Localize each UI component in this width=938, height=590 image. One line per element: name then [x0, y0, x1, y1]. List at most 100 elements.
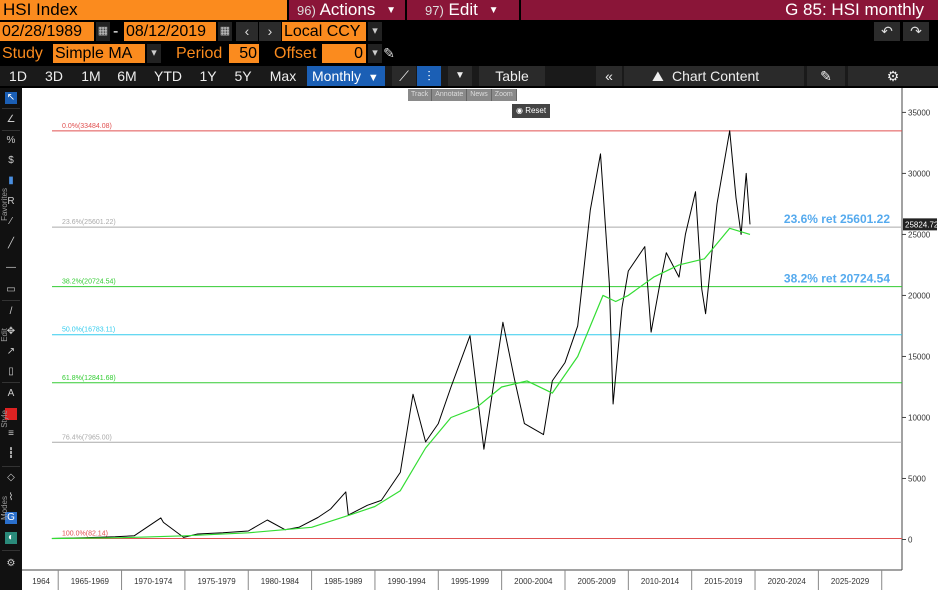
- chart-content-label: Chart Content: [672, 68, 760, 84]
- news-option[interactable]: News: [467, 89, 492, 101]
- chart-content-button[interactable]: ⛰ Chart Content: [624, 66, 804, 86]
- offset-label: Offset: [274, 45, 317, 62]
- chevron-left-icon[interactable]: ‹: [236, 22, 258, 41]
- retracement-icon[interactable]: R: [7, 196, 15, 207]
- plot-background: [22, 88, 938, 590]
- range-6m-button[interactable]: 6M: [117, 68, 137, 84]
- eraser-icon[interactable]: ◇: [7, 472, 15, 483]
- track-option[interactable]: Track: [408, 89, 433, 101]
- collapse-icon[interactable]: «: [596, 66, 622, 86]
- edit-chart-icon[interactable]: ✎: [807, 66, 845, 86]
- line-chart-icon[interactable]: ⟋: [392, 66, 416, 86]
- end-date-field[interactable]: 08/12/2019: [124, 22, 216, 41]
- chart-title: G 85: HSI monthly: [521, 0, 938, 20]
- annotate-option[interactable]: Annotate: [432, 89, 468, 101]
- actions-menu[interactable]: 96) Actions ▼: [289, 0, 405, 20]
- security-field[interactable]: HSI Index: [0, 0, 287, 20]
- x-tick-label: 2015-2019: [704, 577, 743, 586]
- percent-icon[interactable]: %: [6, 135, 16, 146]
- dollar-icon[interactable]: $: [8, 155, 14, 166]
- zoom-option[interactable]: Zoom: [492, 89, 517, 101]
- chart-content-icon: ⛰: [652, 68, 664, 84]
- range-5y-button[interactable]: 5Y: [234, 68, 252, 84]
- undo-icon[interactable]: ↶: [874, 22, 900, 41]
- move-icon[interactable]: ✥: [6, 326, 16, 337]
- chevron-right-icon[interactable]: ›: [259, 22, 281, 41]
- range-ytd-button[interactable]: YTD: [154, 68, 182, 84]
- edit-side-label: Edit: [0, 328, 9, 342]
- pencil-icon[interactable]: ✎: [383, 45, 395, 61]
- frequency-select[interactable]: Monthly ▼: [307, 66, 385, 86]
- x-tick-label: 1965-1969: [71, 577, 110, 586]
- price-line: [51, 130, 751, 539]
- bar-chart-icon[interactable]: ⫶: [417, 66, 441, 86]
- table-button[interactable]: Table: [479, 66, 545, 86]
- date-separator: -: [113, 23, 119, 40]
- calendar-icon[interactable]: ▦: [96, 22, 110, 41]
- settings-gear-icon[interactable]: ⚙: [848, 66, 938, 86]
- redo-icon[interactable]: ↷: [903, 22, 929, 41]
- currency-select[interactable]: Local CCY: [282, 22, 366, 41]
- chevron-down-icon[interactable]: ▼: [448, 66, 472, 86]
- y-tick-label: 15000: [908, 352, 931, 361]
- chevron-down-icon: ▼: [386, 5, 396, 16]
- chevron-down-icon[interactable]: ▾: [368, 22, 382, 41]
- mode-icon[interactable]: ◐: [5, 532, 17, 544]
- x-tick-label: 1985-1989: [324, 577, 363, 586]
- start-date-field[interactable]: 02/28/1989: [0, 22, 94, 41]
- fib-level-label: 0.0%(33484.08): [62, 123, 112, 130]
- range-1m-button[interactable]: 1M: [81, 68, 101, 84]
- x-tick-label: 2010-2014: [641, 577, 680, 586]
- chart-tool-icon[interactable]: ▮: [8, 175, 14, 186]
- text-icon[interactable]: A: [7, 388, 15, 399]
- g-mode-icon[interactable]: G: [5, 512, 17, 524]
- line-style-icon[interactable]: ┇: [7, 448, 15, 459]
- y-tick-label: 25000: [908, 230, 931, 239]
- x-tick-label: 1975-1979: [197, 577, 236, 586]
- x-tick-label: 2025-2029: [831, 577, 870, 586]
- settings-gear-icon[interactable]: ⚙: [6, 558, 16, 569]
- magnet-icon[interactable]: ⌇: [8, 492, 14, 503]
- color-swatch-icon[interactable]: [5, 408, 17, 420]
- calendar-icon[interactable]: ▦: [218, 22, 232, 41]
- favorites-label: Favorites: [0, 188, 9, 221]
- rectangle-icon[interactable]: ▭: [6, 284, 16, 295]
- actions-number: 96): [297, 3, 316, 18]
- title-bar: HSI Index 96) Actions ▼ 97) Edit ▼ G 85:…: [0, 0, 938, 20]
- study-select[interactable]: Simple MA: [53, 44, 145, 63]
- chart-area[interactable]: 0 5000 10000 15000 20000 25000 30000 35000 1964 1…: [22, 88, 938, 590]
- y-tick-label: 5000: [908, 474, 926, 483]
- line-tool-icon[interactable]: ╱: [7, 238, 15, 249]
- range-3d-button[interactable]: 3D: [45, 68, 63, 84]
- pen-icon[interactable]: /: [9, 306, 13, 317]
- retracement-label: 38.2% ret 20724.54: [784, 272, 890, 286]
- line-weight-icon[interactable]: ≡: [8, 428, 14, 439]
- moving-average-line: [51, 227, 751, 540]
- period-input[interactable]: 50: [229, 44, 259, 63]
- modes-label: Modes: [0, 496, 9, 521]
- fib-level-label: 100.0%(82.14): [62, 530, 108, 537]
- cursor-icon[interactable]: ↖: [5, 92, 17, 104]
- range-max-button[interactable]: Max: [269, 68, 297, 84]
- x-tick-label: 2020-2024: [768, 577, 807, 586]
- fib-level-label: 61.8%(12841.68): [62, 375, 116, 382]
- edit-menu[interactable]: 97) Edit ▼: [407, 0, 519, 20]
- chevron-down-icon[interactable]: ▾: [368, 44, 382, 63]
- range-1y-button[interactable]: 1Y: [199, 68, 217, 84]
- offset-input[interactable]: 0: [322, 44, 366, 63]
- trendline-icon[interactable]: ∠: [6, 114, 16, 125]
- range-1d-button[interactable]: 1D: [9, 68, 27, 84]
- frequency-label: Monthly: [312, 68, 362, 84]
- hline-icon[interactable]: —: [6, 262, 16, 273]
- chevron-down-icon[interactable]: ▾: [147, 44, 161, 63]
- brush-icon[interactable]: ⁄: [10, 216, 12, 227]
- reset-button[interactable]: ◉ Reset: [512, 104, 551, 118]
- study-row: Study Simple MA ▾ Period 50 Offset 0 ▾ ✎: [0, 44, 938, 64]
- edit-label: Edit: [448, 0, 478, 19]
- select-icon[interactable]: ↗: [6, 346, 16, 357]
- price-chart[interactable]: 0 5000 10000 15000 20000 25000 30000 35000 1964 1…: [22, 88, 938, 590]
- fib-level-label: 23.6%(25601.22): [62, 219, 116, 226]
- trash-icon[interactable]: ▯: [8, 366, 14, 377]
- style-label: Style: [0, 410, 9, 428]
